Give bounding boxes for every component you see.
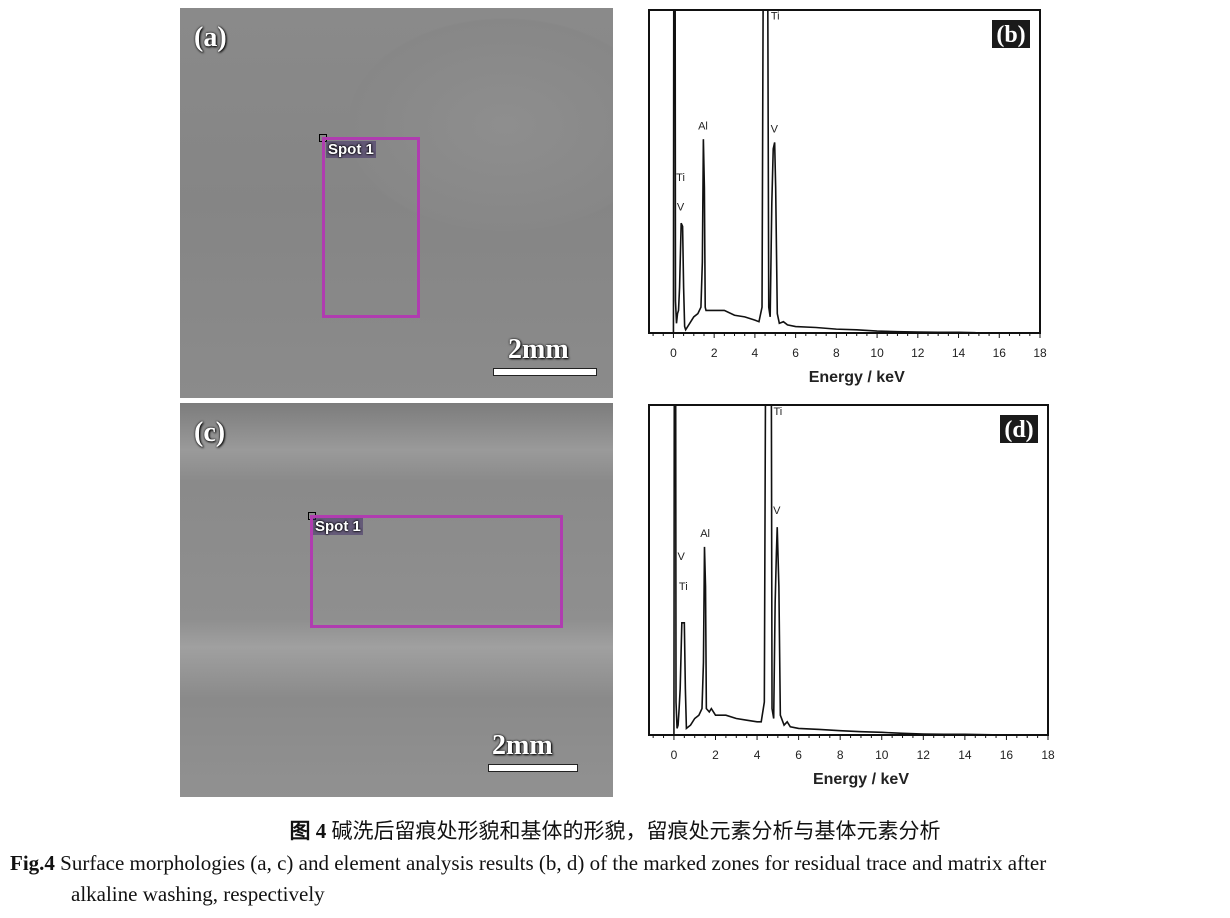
- caption-cn-text: 碱洗后留痕处形貌和基体的形貌，留痕处元素分析与基体元素分析: [326, 819, 941, 843]
- x-tick-label: 18: [1033, 346, 1047, 360]
- spectrum-line: [672, 10, 979, 333]
- x-tick-label: 8: [837, 748, 844, 762]
- x-tick-label: 8: [833, 346, 840, 360]
- scale-bar-a: [493, 368, 597, 376]
- caption-cn-number: 图 4: [289, 819, 327, 843]
- x-tick-label: 14: [958, 748, 972, 762]
- caption-en-line1: Fig.4 Surface morphologies (a, c) and el…: [10, 851, 1046, 876]
- panel-label: (d): [1004, 417, 1033, 443]
- peak-label: Ti: [676, 172, 685, 184]
- spectrum-line: [672, 405, 1007, 735]
- x-tick-label: 6: [792, 346, 799, 360]
- x-tick-label: 14: [952, 346, 966, 360]
- spot-label-a: Spot 1: [326, 141, 376, 158]
- peak-label: Al: [698, 121, 708, 133]
- x-axis-label: Energy / keV: [813, 771, 909, 788]
- x-tick-label: 0: [670, 346, 677, 360]
- peak-label: V: [773, 505, 781, 517]
- caption-en-text: Surface morphologies (a, c) and element …: [54, 851, 1047, 875]
- eds-spectrum-d: 0 2 4 6 8 10 12 14 16 18 Energy / keV V Ti Al Ti V (d): [648, 404, 1055, 788]
- x-tick-label: 6: [795, 748, 802, 762]
- spot-label-c: Spot 1: [313, 518, 363, 535]
- eds-spectrum-b: 0 2 4 6 8 10 12 14 16 18 Energy / keV Ti V Al Ti V (b): [648, 9, 1047, 386]
- caption-en-number: Fig.4: [10, 851, 55, 875]
- peak-label: Al: [700, 528, 710, 540]
- plot-frame: [648, 9, 1041, 334]
- x-tick-label: 16: [993, 346, 1007, 360]
- peak-label: V: [678, 551, 686, 563]
- caption-cn: 图 4 碱洗后留痕处形貌和基体的形貌，留痕处元素分析与基体元素分析: [0, 815, 1230, 845]
- x-tick-label: 12: [917, 748, 931, 762]
- scale-label-c: 2mm: [492, 730, 553, 761]
- x-tick-label: 18: [1041, 748, 1055, 762]
- x-tick-label: 10: [875, 748, 889, 762]
- x-tick-label: 0: [671, 748, 678, 762]
- panel-label-c: (c): [194, 417, 226, 448]
- plot-frame: [648, 404, 1049, 736]
- sem-image-c: (c) Spot 1 2mm: [180, 403, 613, 797]
- caption-en-line2: alkaline washing, respectively: [71, 882, 325, 906]
- x-tick-label: 16: [1000, 748, 1014, 762]
- panel-label: (b): [996, 22, 1025, 48]
- panel-label-a: (a): [194, 22, 227, 53]
- spot-box-a: [322, 137, 420, 318]
- spot-box-c: [310, 515, 563, 628]
- peak-label: Ti: [771, 11, 780, 23]
- x-tick-label: 2: [711, 346, 718, 360]
- x-tick-label: 10: [870, 346, 884, 360]
- scale-label-a: 2mm: [508, 334, 569, 365]
- x-tick-label: 4: [754, 748, 761, 762]
- x-tick-label: 4: [752, 346, 759, 360]
- x-axis-label: Energy / keV: [809, 369, 905, 386]
- sem-image-a: (a) Spot 1 2mm: [180, 8, 613, 398]
- scale-bar-c: [488, 764, 578, 772]
- x-tick-label: 12: [911, 346, 925, 360]
- panel-label-bg: [1000, 415, 1038, 443]
- panel-label-bg: [992, 20, 1030, 48]
- peak-label: V: [677, 201, 685, 213]
- peak-label: V: [771, 124, 779, 136]
- peak-label: Ti: [773, 406, 782, 418]
- peak-label: Ti: [679, 581, 688, 593]
- x-tick-label: 2: [712, 748, 719, 762]
